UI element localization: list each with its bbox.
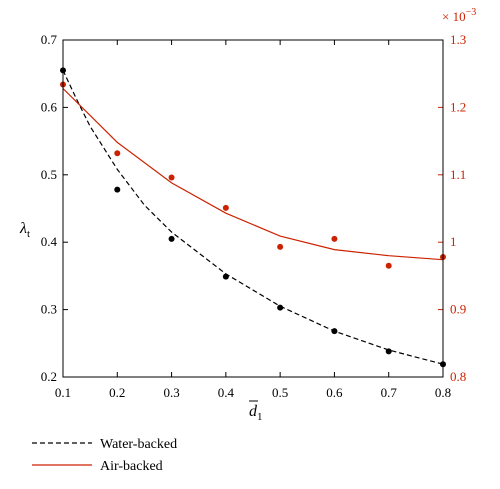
data-point-air-backed-4: [277, 243, 284, 250]
y-left-tick-label-1: 0.3: [41, 302, 57, 317]
x-tick-label-2: 0.3: [163, 385, 179, 400]
x-tick-label-7: 0.8: [435, 385, 451, 400]
tick-labels: 0.1 0.2 0.3 0.4 0.5 0.6 0.7 0.80.20.30.40.50.60…: [41, 32, 467, 400]
y-right-tick-label-3: 1.1: [450, 167, 466, 182]
right-axis-multiplier: × 10−3: [442, 7, 476, 24]
series-line-air-backed: [62, 88, 444, 261]
data-point-water-backed-2: [168, 235, 175, 242]
x-axis-label-main: d: [249, 403, 258, 420]
x-tick-label-1: 0.2: [109, 385, 125, 400]
plot-frame: [62, 39, 444, 378]
y-right-tick-label-4: 1.2: [450, 99, 466, 114]
x-tick-label-6: 0.7: [381, 385, 398, 400]
legend: Water-backed Air-backed: [32, 437, 177, 474]
data-point-air-backed-1: [114, 150, 121, 157]
right-axis-multiplier-base: × 10: [442, 9, 466, 24]
series-line-water-backed: [62, 70, 444, 365]
x-axis-label-sub: 1: [257, 411, 263, 423]
y-right-tick-label-1: 0.9: [450, 302, 466, 317]
data-point-water-backed-1: [114, 186, 121, 193]
x-tick-label-3: 0.4: [218, 385, 235, 400]
right-axis-multiplier-exp: −3: [466, 7, 477, 18]
y-right-tick-label-5: 1.3: [450, 32, 466, 47]
data-point-air-backed-6: [385, 262, 392, 269]
data-point-water-backed-6: [385, 348, 392, 355]
x-tick-label-5: 0.6: [326, 385, 343, 400]
x-tick-label-4: 0.5: [272, 385, 288, 400]
series-layer: [60, 67, 446, 368]
y-axis-label-main: λ: [19, 220, 27, 237]
x-tick-label-0: 0.1: [55, 385, 71, 400]
legend-label-air-backed: Air-backed: [100, 459, 163, 474]
y-left-tick-label-3: 0.5: [41, 167, 57, 182]
data-point-air-backed-2: [168, 174, 175, 181]
y-left-tick-label-5: 0.7: [41, 32, 58, 47]
y-right-tick-label-2: 1: [450, 234, 457, 249]
data-point-air-backed-3: [222, 204, 229, 211]
data-point-water-backed-4: [277, 304, 284, 311]
y-left-tick-label-4: 0.6: [41, 99, 58, 114]
data-point-water-backed-3: [222, 273, 229, 280]
x-axis-label: d1: [249, 403, 263, 423]
tick-marks: [62, 39, 444, 378]
legend-label-water-backed: Water-backed: [100, 437, 177, 452]
y-right-tick-label-0: 0.8: [450, 369, 466, 384]
y-left-tick-label-0: 0.2: [41, 369, 57, 384]
y-axis-label: λt: [19, 220, 30, 240]
y-left-tick-label-2: 0.4: [41, 234, 58, 249]
y-axis-label-sub: t: [27, 228, 30, 240]
data-point-water-backed-5: [331, 328, 338, 335]
data-point-air-backed-5: [331, 235, 338, 242]
